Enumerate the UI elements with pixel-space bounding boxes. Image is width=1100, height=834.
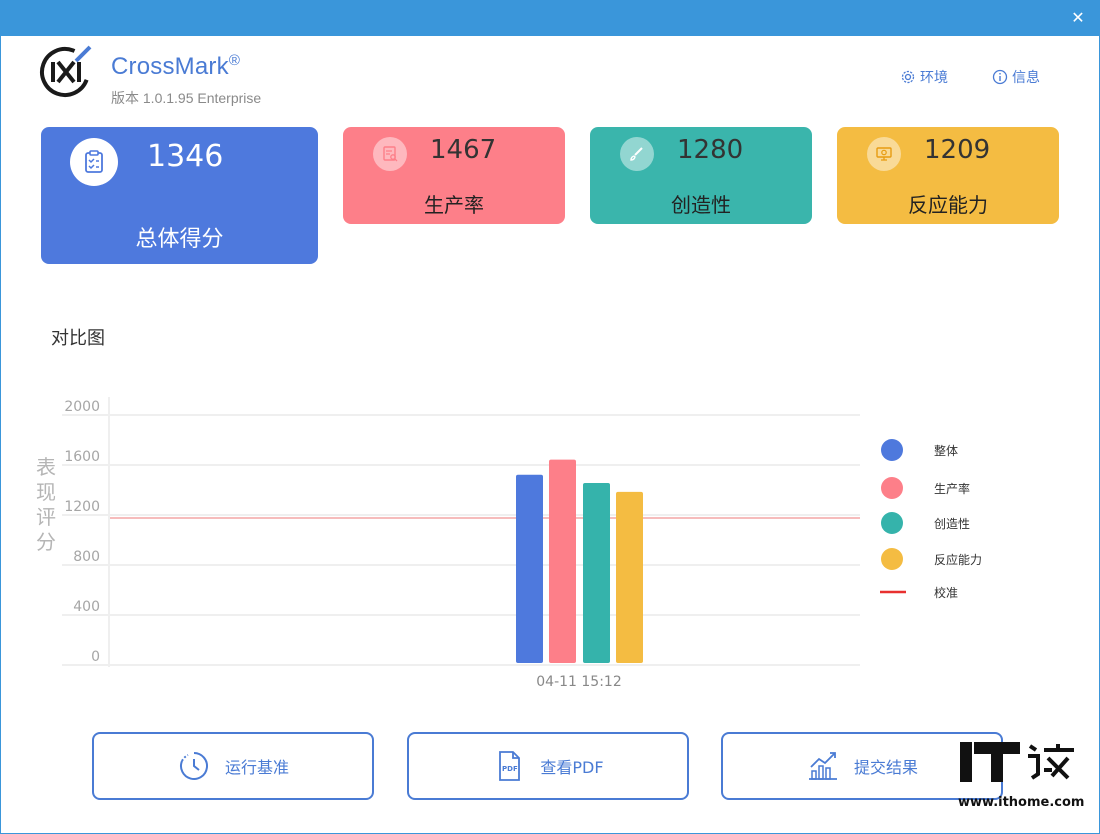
productivity-score-label: 生产率 (424, 193, 484, 217)
creativity-score-value: 1280 (677, 135, 744, 165)
clock-icon (180, 752, 208, 780)
bar-3 (583, 483, 610, 663)
submit-results-button[interactable]: 提交结果 (721, 732, 1003, 800)
crossmark-logo (40, 45, 92, 97)
title-bar: ✕ (0, 0, 1100, 36)
legend-marker-1 (881, 439, 903, 461)
run-benchmark-button[interactable]: 运行基准 (92, 732, 374, 800)
document-search-icon (373, 137, 407, 171)
legend-label-2: 生产率 (934, 481, 970, 496)
legend-label-3: 创造性 (934, 517, 970, 531)
submit-results-label: 提交结果 (853, 758, 918, 777)
productivity-score-card[interactable]: 1467 生产率 (343, 127, 565, 224)
responsiveness-score-card[interactable]: 1209 反应能力 (837, 127, 1059, 224)
info-link[interactable]: 信息 (992, 67, 1040, 87)
clipboard-check-icon (70, 138, 118, 186)
legend-label-1: 整体 (934, 443, 958, 458)
watermark-url: www.ithome.com (958, 795, 1085, 810)
creativity-score-label: 创造性 (671, 193, 731, 217)
view-pdf-label: 查看PDF (540, 758, 604, 777)
pdf-file-icon: PDF (499, 751, 521, 781)
x-category-label: 04-11 15:12 (536, 674, 621, 690)
environment-label: 环境 (920, 70, 948, 86)
gear-icon (901, 70, 915, 84)
legend-marker-4 (881, 548, 903, 570)
view-pdf-button[interactable]: PDF 查看PDF (407, 732, 689, 800)
growth-chart-icon (808, 752, 837, 780)
bar-1 (516, 474, 543, 663)
legend-marker-2 (881, 477, 903, 499)
productivity-score-value: 1467 (430, 135, 497, 165)
legend-label-calibration: 校准 (934, 585, 958, 600)
brush-icon (620, 137, 654, 171)
y-tick-label: 1600 (64, 449, 100, 465)
creativity-score-card[interactable]: 1280 创造性 (590, 127, 812, 224)
y-tick-label: 800 (73, 549, 100, 565)
app-name: CrossMark® (111, 52, 241, 80)
overall-score-label: 总体得分 (135, 227, 224, 252)
y-tick-label: 1200 (64, 499, 100, 515)
comparison-title: 对比图 (51, 328, 105, 349)
comparison-chart: 0 400 800 1200 1600 2000 表现评分 04-11 15:12 整体生产率创… (36, 397, 982, 690)
overall-score-card[interactable]: 1346 总体得分 (41, 127, 318, 264)
environment-link[interactable]: 环境 (900, 67, 948, 87)
legend-label-4: 反应能力 (934, 552, 982, 567)
info-label: 信息 (1012, 70, 1040, 86)
bar-2 (549, 459, 576, 663)
y-tick-label: 0 (91, 649, 100, 665)
ithome-watermark-logo (960, 742, 1074, 782)
y-tick-label: 2000 (64, 399, 100, 415)
bar-4 (616, 491, 643, 663)
svg-text:PDF: PDF (502, 765, 518, 773)
legend-marker-3 (881, 512, 903, 534)
info-icon (992, 69, 1008, 85)
responsiveness-score-value: 1209 (924, 135, 991, 165)
y-tick-label: 400 (73, 599, 100, 615)
y-axis-label: 表现评分 (36, 455, 56, 554)
app-version: 版本 1.0.1.95 Enterprise (111, 90, 262, 106)
presentation-board-icon (867, 137, 901, 171)
responsiveness-score-label: 反应能力 (908, 193, 988, 217)
close-button[interactable]: ✕ (1071, 8, 1085, 27)
overall-score-value: 1346 (147, 139, 224, 174)
run-benchmark-label: 运行基准 (224, 758, 289, 777)
